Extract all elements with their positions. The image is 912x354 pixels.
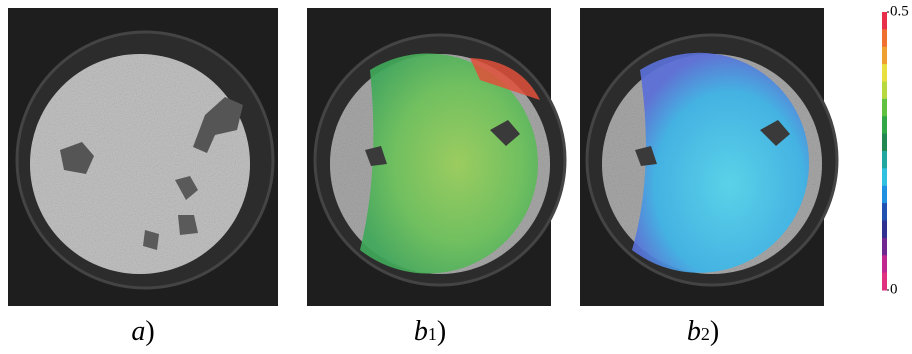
colorbar-segment	[882, 185, 887, 204]
colorbar-segment	[882, 168, 887, 187]
colorbar: 00.5	[882, 3, 909, 297]
image-b1	[307, 8, 567, 306]
colorbar-segment	[882, 220, 887, 239]
panel-label: b1)	[414, 316, 446, 347]
colorbar-segment	[882, 12, 887, 30]
colorbar-segment	[882, 255, 887, 274]
colorbar-segment	[882, 98, 887, 117]
colorbar-segment	[882, 151, 887, 169]
colorbar-segment	[882, 81, 887, 100]
colorbar-tick-label: 0	[890, 281, 898, 297]
colorbar-segment	[882, 64, 887, 82]
panel-label: a)	[131, 316, 154, 347]
colorbar-segment	[882, 133, 887, 152]
image-a	[8, 8, 278, 306]
colorbar-segment	[882, 46, 887, 65]
panel-label: b2)	[687, 316, 719, 347]
colorbar-segment	[882, 237, 887, 256]
colorbar-segment	[882, 29, 887, 48]
colorbar-segment	[882, 116, 887, 135]
image-b2	[580, 8, 839, 306]
colorbar-tick-label: 0.5	[890, 3, 909, 19]
colorbar-segment	[882, 272, 887, 291]
colorbar-segment	[882, 203, 887, 221]
